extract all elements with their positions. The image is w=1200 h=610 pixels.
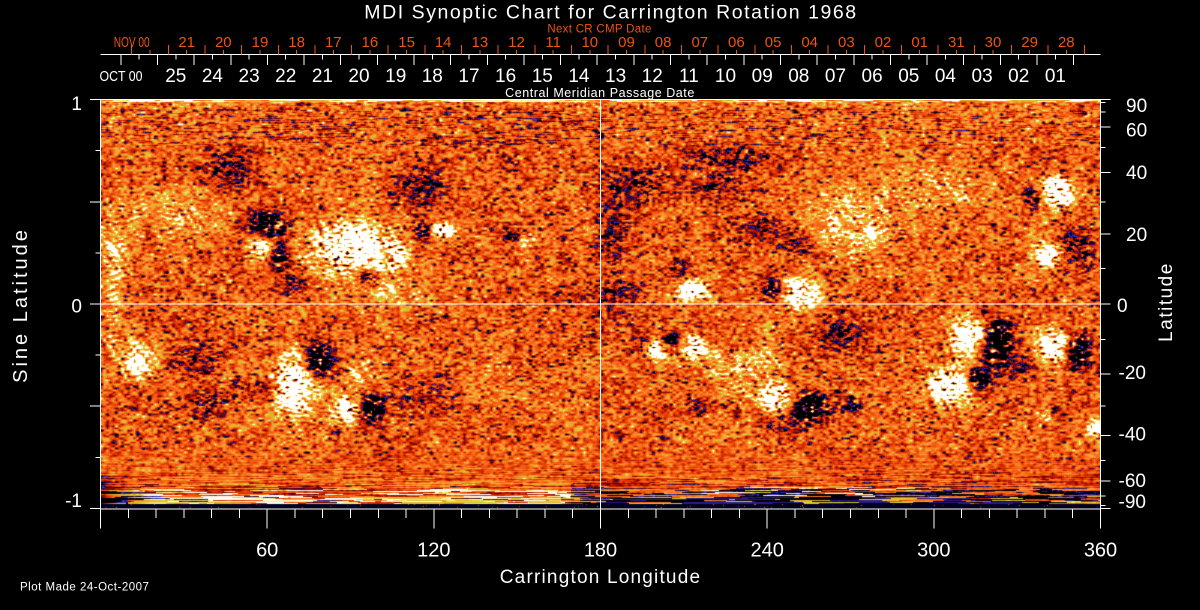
svg-text:06: 06 (728, 34, 745, 51)
svg-text:25: 25 (165, 66, 186, 87)
svg-text:09: 09 (752, 66, 773, 87)
svg-text:-20: -20 (1119, 363, 1146, 384)
svg-text:24: 24 (202, 66, 224, 87)
svg-text:Carrington Longitude: Carrington Longitude (500, 567, 701, 588)
svg-text:Latitude: Latitude (1156, 262, 1177, 342)
svg-text:MDI Synoptic Chart for Carring: MDI Synoptic Chart for Carrington Rotati… (364, 2, 857, 24)
svg-text:16: 16 (362, 34, 379, 51)
svg-text:10: 10 (581, 34, 598, 51)
svg-text:20: 20 (215, 34, 232, 51)
svg-text:03: 03 (838, 34, 855, 51)
svg-text:14: 14 (435, 34, 452, 51)
svg-text:-90: -90 (1119, 492, 1146, 513)
svg-text:05: 05 (765, 34, 782, 51)
svg-text:29: 29 (1021, 34, 1038, 51)
svg-text:15: 15 (532, 66, 553, 87)
svg-text:20: 20 (348, 66, 369, 87)
svg-text:Next CR CMP Date: Next CR CMP Date (547, 24, 651, 36)
svg-text:12: 12 (508, 34, 525, 51)
svg-text:-1: -1 (65, 491, 82, 512)
svg-text:-60: -60 (1119, 471, 1146, 492)
svg-text:08: 08 (655, 34, 672, 51)
svg-text:20: 20 (1126, 225, 1147, 246)
svg-text:1: 1 (71, 94, 82, 115)
svg-text:18: 18 (422, 66, 443, 87)
svg-text:31: 31 (948, 34, 965, 51)
svg-text:Plot Made 24-Oct-2007: Plot Made 24-Oct-2007 (20, 582, 149, 594)
svg-text:04: 04 (935, 66, 957, 87)
svg-text:40: 40 (1126, 163, 1147, 184)
svg-text:15: 15 (398, 34, 415, 51)
svg-text:Central Meridian Passage Date: Central Meridian Passage Date (505, 86, 695, 100)
svg-text:60: 60 (256, 540, 278, 562)
svg-text:12: 12 (642, 66, 663, 87)
svg-text:21: 21 (312, 66, 333, 87)
svg-text:60: 60 (1126, 121, 1147, 142)
svg-text:08: 08 (788, 66, 809, 87)
svg-text:01: 01 (911, 34, 928, 51)
svg-text:23: 23 (239, 66, 260, 87)
svg-text:28: 28 (1058, 34, 1075, 51)
svg-text:17: 17 (458, 66, 479, 87)
svg-text:OCT 00: OCT 00 (100, 68, 143, 85)
svg-text:0: 0 (1117, 296, 1128, 317)
svg-text:240: 240 (751, 540, 784, 562)
svg-text:03: 03 (972, 66, 993, 87)
svg-text:30: 30 (985, 34, 1002, 51)
svg-text:-40: -40 (1119, 425, 1146, 446)
svg-text:17: 17 (325, 34, 342, 51)
svg-text:13: 13 (472, 34, 489, 51)
svg-text:06: 06 (862, 66, 883, 87)
svg-text:18: 18 (288, 34, 305, 51)
svg-text:02: 02 (875, 34, 892, 51)
svg-text:NOV 00: NOV 00 (114, 34, 150, 51)
svg-text:07: 07 (691, 34, 708, 51)
svg-text:22: 22 (275, 66, 296, 87)
svg-text:21: 21 (178, 34, 195, 51)
svg-text:16: 16 (495, 66, 516, 87)
svg-text:07: 07 (825, 66, 846, 87)
svg-text:01: 01 (1045, 66, 1066, 87)
svg-text:05: 05 (898, 66, 919, 87)
svg-text:19: 19 (252, 34, 269, 51)
svg-text:13: 13 (605, 66, 626, 87)
svg-text:120: 120 (417, 540, 450, 562)
svg-text:11: 11 (679, 66, 699, 87)
svg-text:360: 360 (1084, 540, 1117, 562)
svg-text:90: 90 (1126, 96, 1147, 117)
svg-text:0: 0 (71, 297, 82, 318)
svg-text:180: 180 (584, 540, 617, 562)
svg-text:300: 300 (917, 540, 950, 562)
svg-text:Sine Latitude: Sine Latitude (10, 227, 32, 383)
svg-text:04: 04 (801, 34, 818, 51)
svg-text:11: 11 (545, 34, 561, 51)
svg-text:10: 10 (715, 66, 736, 87)
svg-text:19: 19 (385, 66, 406, 87)
svg-text:09: 09 (618, 34, 635, 51)
svg-text:02: 02 (1008, 66, 1029, 87)
svg-text:14: 14 (568, 66, 590, 87)
